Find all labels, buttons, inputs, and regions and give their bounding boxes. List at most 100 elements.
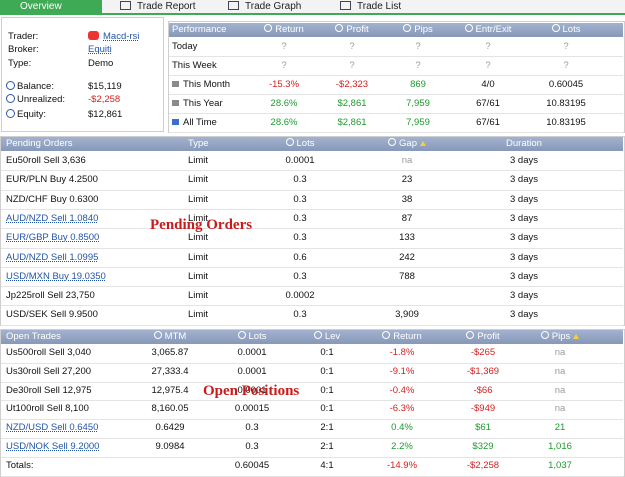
table-cell-text: 0:1 [320, 365, 334, 377]
table-cell-text: $2,861 [337, 98, 367, 109]
table-cell-text[interactable]: EUR/GBP Buy 0.8500 [6, 232, 100, 244]
account-value[interactable]: Macd-rsi [88, 31, 139, 42]
table-cell[interactable]: NZD/USD Sell 0.6450 [6, 419, 146, 438]
icon [6, 81, 15, 90]
tab-text[interactable]: Trade List [357, 1, 402, 12]
column-header[interactable]: Lots [212, 330, 292, 344]
balance-label-text: Balance: [17, 81, 54, 92]
table-cell-text: na [554, 403, 566, 415]
table-cell: 0.3 [250, 228, 350, 247]
table-cell[interactable]: EUR/GBP Buy 0.8500 [6, 228, 181, 247]
account-value-text[interactable]: Equiti [88, 44, 112, 55]
column-header[interactable]: MTM [130, 330, 210, 344]
table-cell-text: 869 [410, 79, 426, 90]
table-cell-text: -$66 [473, 384, 493, 396]
icon [285, 138, 294, 146]
row-separator [1, 286, 623, 288]
column-header[interactable]: Lots [250, 137, 350, 151]
column-header[interactable]: Duration [464, 137, 584, 151]
table-cell-text: NZD/CHF Buy 0.6300 [6, 193, 99, 205]
column-header[interactable]: Type [188, 137, 248, 151]
table-cell: $2,861 [318, 113, 386, 132]
icon [382, 331, 391, 339]
column-header-text[interactable]: Profit [346, 24, 369, 35]
column-header-text[interactable]: Type [188, 138, 209, 149]
column-header-text[interactable]: Lots [248, 331, 267, 342]
column-header-text[interactable]: Gap [399, 138, 417, 149]
row-separator [1, 438, 623, 439]
table-cell: 8,160.05 [130, 400, 210, 419]
table-cell-text: Today [172, 41, 198, 52]
column-header[interactable]: Pips [386, 23, 450, 37]
table-cell: All Time [172, 113, 262, 132]
table-cell-text: 10.83195 [546, 117, 586, 128]
table-cell-text[interactable]: NZD/USD Sell 0.6450 [6, 422, 99, 434]
column-header[interactable]: Gap [357, 137, 457, 151]
column-header-text: Performance [172, 24, 227, 35]
row-separator [1, 362, 623, 364]
column-header-text[interactable]: Pips [414, 24, 433, 35]
column-header-text[interactable]: Lots [296, 138, 315, 149]
table-cell-text: Limit [188, 251, 209, 263]
table-cell-text: 2:1 [320, 441, 334, 452]
table-cell-text: -$2,323 [335, 79, 369, 90]
column-header[interactable]: Profit [444, 330, 522, 344]
table-cell: 0.3 [250, 190, 350, 209]
table-cell: -$2,323 [318, 75, 386, 94]
column-header-text[interactable]: Pips [551, 331, 571, 342]
column-header-text[interactable]: Return [393, 331, 422, 342]
column-header-text[interactable]: Lev [324, 331, 341, 342]
column-header-text[interactable]: Profit [477, 331, 500, 342]
table-cell-text[interactable]: AUD/NZD Sell 1.0995 [6, 251, 99, 263]
account-label-text: Trader: [8, 31, 39, 42]
table-cell: USD/SEK Sell 9.9500 [6, 305, 181, 324]
column-header[interactable]: Return [250, 23, 318, 37]
balance-label: Balance: [6, 81, 54, 92]
table-cell: Limit [188, 170, 248, 189]
tab[interactable]: Trade Graph [228, 0, 301, 13]
table-cell-text: -1.8% [389, 347, 415, 358]
column-header-text[interactable]: Entr/Exit [475, 24, 512, 35]
table-cell: 3 days [464, 267, 584, 286]
table-cell[interactable]: USD/MXN Buy 19.0350 [6, 267, 181, 286]
column-header-text[interactable]: Lots [562, 24, 581, 35]
row-separator [1, 170, 623, 172]
table-cell[interactable]: AUD/NZD Sell 1.0995 [6, 248, 181, 267]
tab-text[interactable]: Trade Report [137, 1, 196, 12]
table-cell: ? [526, 37, 606, 56]
table-cell-text[interactable]: USD/MXN Buy 19.0350 [6, 270, 106, 282]
table-cell-text: 0.0001 [285, 155, 315, 166]
table-cell[interactable]: USD/NOK Sell 9.2000 [6, 438, 146, 457]
balance-label: Equity: [6, 109, 46, 120]
table-cell-text: ? [415, 60, 421, 71]
table-cell-text: USD/SEK Sell 9.9500 [6, 309, 98, 321]
column-header-text[interactable]: MTM [164, 331, 187, 342]
section-header [169, 23, 623, 37]
tab-text[interactable]: Overview [20, 1, 62, 12]
tab[interactable]: Overview [0, 0, 102, 13]
column-header[interactable]: Profit [318, 23, 386, 37]
table-cell-text: 4/0 [481, 79, 495, 90]
account-value-text[interactable]: Macd-rsi [103, 31, 140, 42]
table-cell: na [522, 382, 598, 401]
account-value[interactable]: Equiti [88, 44, 112, 55]
column-header[interactable]: Entr/Exit [452, 23, 524, 37]
tab[interactable]: Trade Report [120, 0, 196, 13]
tab[interactable]: Trade List [340, 0, 401, 13]
icon [172, 100, 179, 106]
column-header[interactable]: Return [364, 330, 440, 344]
table-cell: 0.3 [250, 170, 350, 189]
column-header-text[interactable]: Return [275, 24, 304, 35]
column-header[interactable]: Pips [522, 330, 598, 344]
table-cell-text: -$1,369 [466, 365, 500, 377]
column-header[interactable]: Lots [526, 23, 606, 37]
table-cell: Us30roll Sell 27,200 [6, 363, 146, 382]
table-cell-text[interactable]: USD/NOK Sell 9.2000 [6, 441, 100, 452]
table-cell-text: 0.4% [391, 422, 413, 434]
column-header-text[interactable]: Duration [506, 138, 542, 149]
tab-text[interactable]: Trade Graph [245, 1, 302, 12]
column-header[interactable]: Lev [290, 330, 364, 344]
table-cell-text[interactable]: AUD/NZD Sell 1.0840 [6, 212, 99, 224]
table-cell[interactable]: AUD/NZD Sell 1.0840 [6, 209, 181, 228]
table-cell: 3 days [464, 286, 584, 305]
